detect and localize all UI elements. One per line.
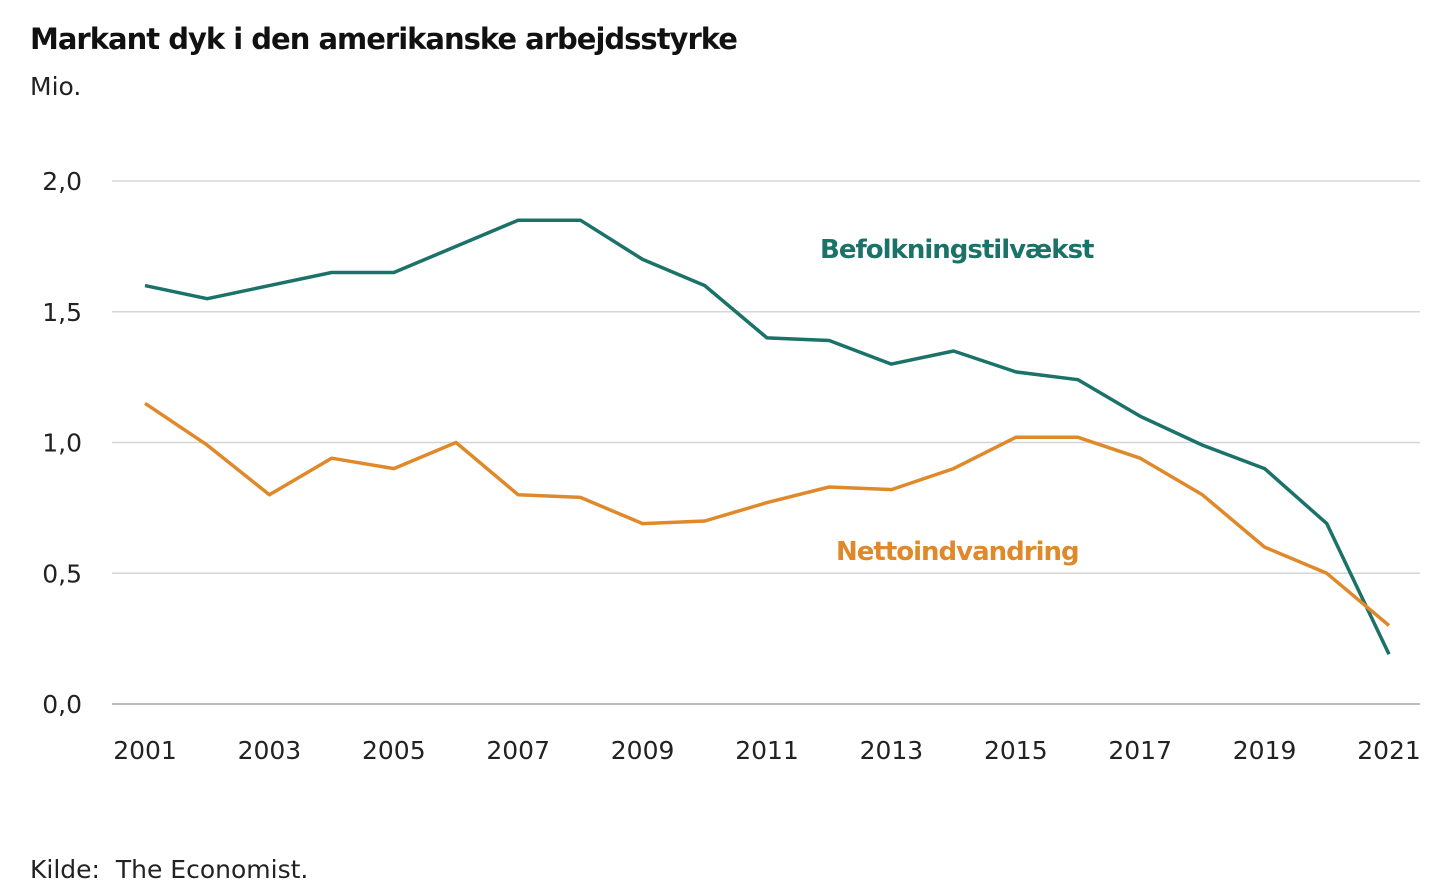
y-tick-label: 1,0 — [42, 429, 82, 458]
x-tick-label: 2019 — [1233, 736, 1297, 765]
x-tick-label: 2009 — [611, 736, 675, 765]
legend-label-nettoindvandring: Nettoindvandring — [836, 537, 1079, 567]
y-tick-label: 0,0 — [42, 690, 82, 719]
y-tick-label: 2,0 — [42, 167, 82, 196]
x-tick-label: 2007 — [486, 736, 550, 765]
chart-title: Markant dyk i den amerikanske arbejdssty… — [30, 22, 737, 56]
source-note: Kilde: The Economist. — [30, 855, 308, 884]
y-axis-unit: Mio. — [30, 72, 81, 101]
x-tick-label: 2013 — [860, 736, 924, 765]
x-tick-label: 2015 — [984, 736, 1048, 765]
x-tick-label: 2011 — [735, 736, 799, 765]
series-line-nettoindvandring — [145, 403, 1389, 625]
y-tick-label: 0,5 — [42, 559, 82, 588]
x-tick-label: 2001 — [113, 736, 177, 765]
x-tick-label: 2017 — [1108, 736, 1172, 765]
series-line-befolkningstilvaekst — [145, 220, 1389, 654]
x-tick-label: 2021 — [1357, 736, 1421, 765]
x-tick-label: 2005 — [362, 736, 426, 765]
legend-label-befolkningstilvaekst: Befolkningstilvækst — [820, 235, 1094, 265]
x-tick-label: 2003 — [238, 736, 302, 765]
y-tick-label: 1,5 — [42, 298, 82, 327]
